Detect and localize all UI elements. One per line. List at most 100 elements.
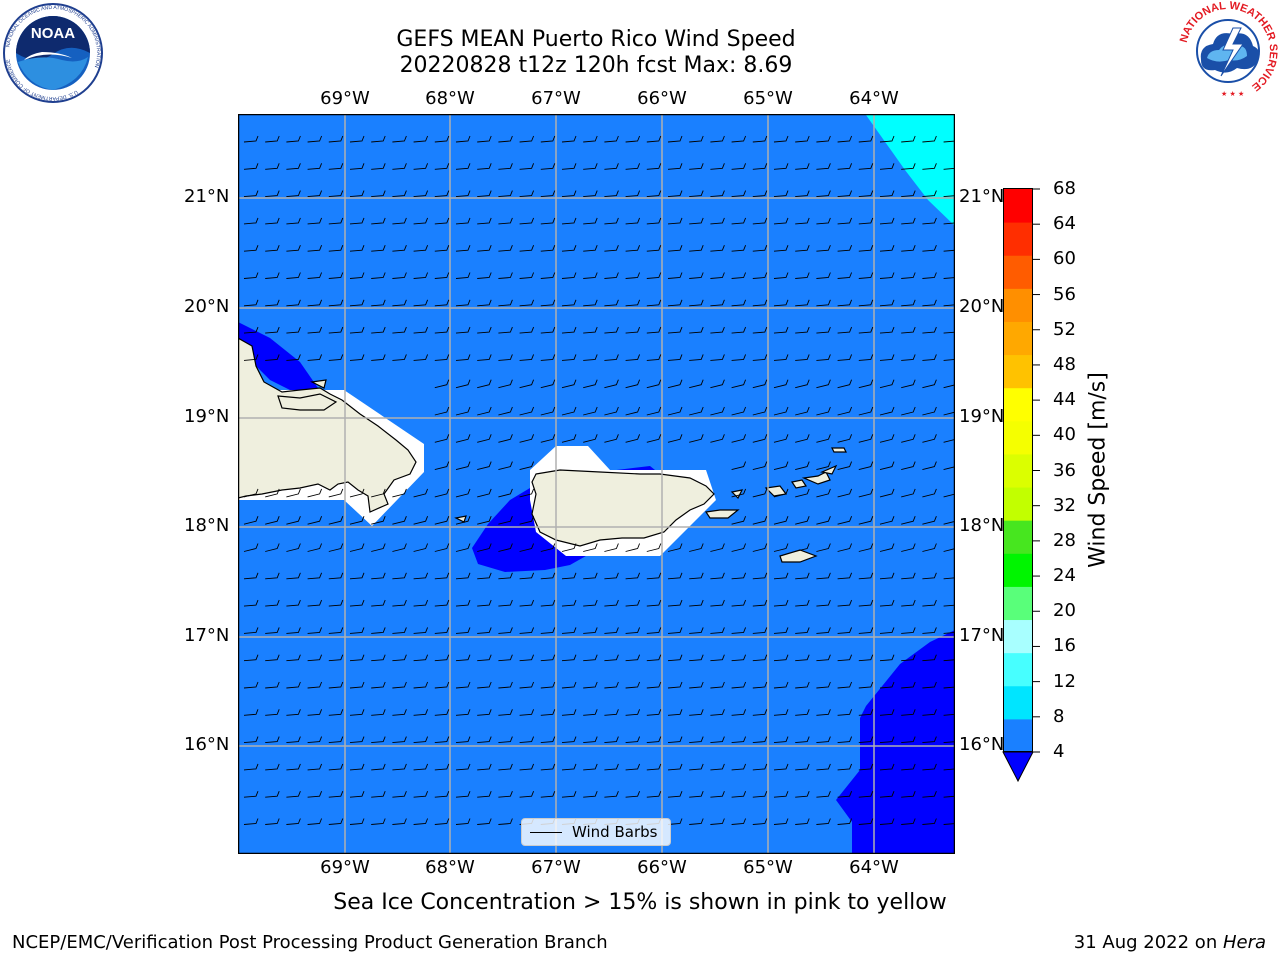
chart-subtitle: 20220828 t12z 120h fcst Max: 8.69 — [399, 53, 793, 78]
wind-barb — [413, 736, 429, 744]
wind-barb — [625, 736, 641, 744]
wind-barb — [561, 354, 577, 361]
wind-barb — [922, 272, 937, 279]
wind-barb — [392, 736, 407, 744]
wind-barb — [413, 763, 429, 771]
wind-barb — [265, 488, 280, 498]
wind-barb — [392, 709, 407, 716]
wind-barb — [646, 736, 662, 744]
wind-barb — [583, 763, 598, 771]
wind-barb — [434, 245, 450, 252]
wind-barb — [498, 461, 513, 471]
wind-barb — [498, 818, 513, 825]
wind-barb — [243, 299, 259, 307]
wind-barb — [307, 217, 323, 225]
wind-barb — [371, 599, 386, 607]
wind-barb — [243, 736, 259, 744]
wind-barb — [498, 627, 513, 634]
wind-barb — [243, 326, 259, 334]
wind-barb — [413, 163, 429, 170]
wind-barb — [731, 163, 747, 170]
wind-barb — [901, 461, 916, 471]
wind-barb — [604, 572, 619, 580]
wind-barb — [265, 654, 280, 662]
wind-barb — [922, 763, 937, 771]
wind-barb — [265, 326, 280, 334]
wind-barb — [922, 379, 937, 389]
wind-barb — [243, 135, 259, 143]
wind-barb — [731, 709, 747, 716]
wind-barb — [625, 379, 641, 389]
wind-barb — [731, 681, 747, 689]
colorbar-level — [1004, 387, 1032, 422]
wind-barb — [434, 326, 450, 334]
wind-barb — [286, 763, 301, 771]
wind-barb — [540, 543, 556, 552]
wind-barb — [455, 135, 471, 143]
wind-barb — [455, 791, 471, 798]
footer-host: Hera — [1222, 932, 1266, 953]
wind-barb — [243, 654, 259, 662]
wind-barb — [265, 245, 280, 252]
wind-barb — [710, 709, 725, 716]
wind-barb — [604, 763, 619, 771]
colorbar-level — [1004, 354, 1032, 389]
wind-barb — [689, 434, 704, 443]
wind-barb — [795, 654, 810, 662]
wind-barb — [498, 190, 513, 198]
wind-barb — [371, 627, 386, 634]
wind-barb — [943, 277, 955, 279]
wind-barb — [646, 572, 662, 580]
wind-barb — [816, 736, 831, 744]
wind-barb — [392, 135, 407, 143]
wind-barb — [879, 163, 895, 170]
wind-barb — [858, 516, 874, 525]
lon-tick-top: 69°W — [320, 88, 370, 109]
wind-barb — [667, 163, 683, 170]
wind-barb — [561, 299, 577, 307]
wind-barb — [667, 272, 683, 279]
wind-barb — [667, 627, 683, 634]
wind-barb — [604, 627, 619, 634]
wind-barb — [434, 488, 450, 498]
wind-barb — [752, 217, 768, 225]
wind-barb — [349, 163, 365, 170]
wind-barb — [455, 818, 471, 825]
wind-barb — [795, 709, 810, 716]
sea-ice-note: Sea Ice Concentration > 15% is shown in … — [333, 890, 947, 915]
wind-barb — [795, 516, 810, 525]
wind-barb — [773, 217, 789, 225]
wind-barb — [943, 358, 955, 361]
wind-barb — [858, 245, 874, 252]
wind-barb — [858, 736, 874, 744]
wind-barb — [901, 354, 916, 361]
wind-barb — [328, 354, 344, 361]
wind-barb — [519, 190, 535, 198]
wind-barb — [752, 272, 768, 279]
wind-barb — [710, 299, 725, 307]
wind-barb — [879, 516, 895, 525]
wind-barb — [710, 272, 725, 279]
wind-barb — [583, 217, 598, 225]
wind-barb — [413, 488, 429, 498]
wind-barb — [922, 572, 937, 580]
wind-barb — [943, 768, 955, 771]
wind-barb — [328, 654, 344, 662]
wind-barb — [392, 488, 407, 498]
wind-barb — [731, 406, 747, 416]
wind-barb — [858, 818, 874, 825]
wind-barb — [710, 379, 725, 389]
wind-barb — [773, 272, 789, 279]
nws-logo: NATIONAL WEATHER SERVICE ★ ★ ★ — [1178, 0, 1279, 100]
wind-barb — [349, 135, 365, 143]
wind-barb — [328, 245, 344, 252]
wind-barb — [328, 572, 344, 580]
wind-barb — [795, 572, 810, 580]
wind-barb — [646, 217, 662, 225]
wind-barb — [943, 222, 955, 225]
lon-tick-bottom: 65°W — [743, 857, 793, 878]
colorbar-tick: 8 — [1053, 705, 1065, 727]
wind-barb — [922, 135, 937, 143]
wind-barb — [752, 709, 768, 716]
wind-barb — [349, 354, 365, 361]
